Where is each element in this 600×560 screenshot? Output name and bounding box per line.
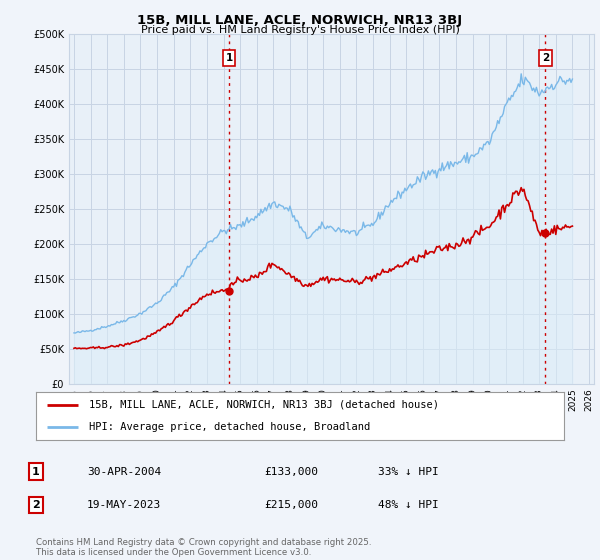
Text: 1: 1 <box>226 53 233 63</box>
Text: 33% ↓ HPI: 33% ↓ HPI <box>378 466 439 477</box>
Text: HPI: Average price, detached house, Broadland: HPI: Average price, detached house, Broa… <box>89 422 370 432</box>
Text: £133,000: £133,000 <box>264 466 318 477</box>
Text: £215,000: £215,000 <box>264 500 318 510</box>
Text: 2: 2 <box>32 500 40 510</box>
Text: 30-APR-2004: 30-APR-2004 <box>87 466 161 477</box>
Text: Price paid vs. HM Land Registry's House Price Index (HPI): Price paid vs. HM Land Registry's House … <box>140 25 460 35</box>
Text: 1: 1 <box>32 466 40 477</box>
Text: 48% ↓ HPI: 48% ↓ HPI <box>378 500 439 510</box>
Text: Contains HM Land Registry data © Crown copyright and database right 2025.
This d: Contains HM Land Registry data © Crown c… <box>36 538 371 557</box>
Text: 15B, MILL LANE, ACLE, NORWICH, NR13 3BJ: 15B, MILL LANE, ACLE, NORWICH, NR13 3BJ <box>137 14 463 27</box>
Text: 15B, MILL LANE, ACLE, NORWICH, NR13 3BJ (detached house): 15B, MILL LANE, ACLE, NORWICH, NR13 3BJ … <box>89 400 439 410</box>
Text: 2: 2 <box>542 53 549 63</box>
Text: 19-MAY-2023: 19-MAY-2023 <box>87 500 161 510</box>
